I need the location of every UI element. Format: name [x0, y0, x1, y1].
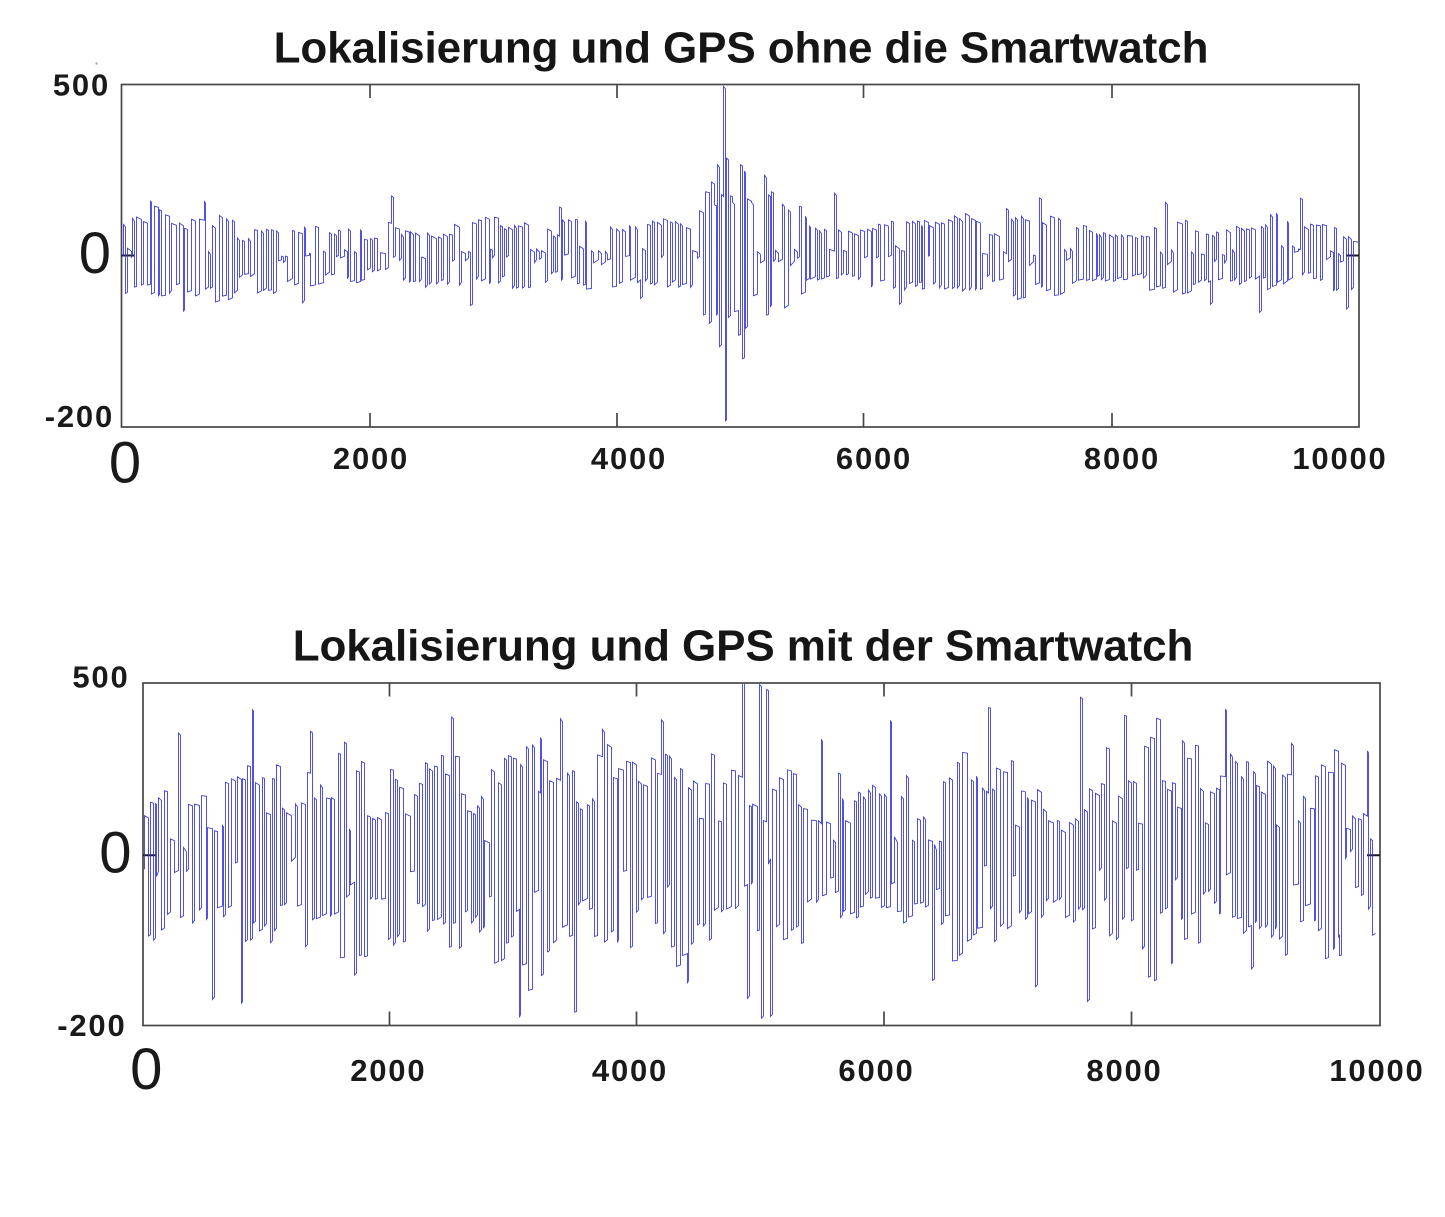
svg-text:Lokalisierung und GPS ohne die: Lokalisierung und GPS ohne die Smartwatc…	[274, 24, 1209, 73]
svg-text:8000: 8000	[1086, 1053, 1162, 1088]
svg-text:8000: 8000	[1084, 441, 1160, 476]
svg-text:Lokalisierung und GPS mit der: Lokalisierung und GPS mit der Smartwatch	[293, 622, 1194, 671]
svg-text:500: 500	[53, 68, 110, 103]
svg-text:0: 0	[99, 820, 131, 885]
svg-text:0: 0	[109, 431, 141, 496]
svg-text:500: 500	[72, 660, 129, 695]
svg-text:4000: 4000	[592, 1053, 668, 1088]
svg-text:6000: 6000	[838, 1053, 914, 1088]
svg-text:-200: -200	[57, 1008, 126, 1043]
svg-text:0: 0	[130, 1037, 162, 1102]
svg-text:10000: 10000	[1292, 441, 1387, 476]
svg-text:4000: 4000	[591, 441, 667, 476]
svg-text:-200: -200	[45, 399, 114, 434]
svg-text:10000: 10000	[1329, 1053, 1424, 1088]
svg-text:0: 0	[79, 221, 111, 286]
svg-text:2000: 2000	[333, 441, 409, 476]
svg-text:6000: 6000	[836, 441, 912, 476]
svg-text:2000: 2000	[350, 1053, 426, 1088]
